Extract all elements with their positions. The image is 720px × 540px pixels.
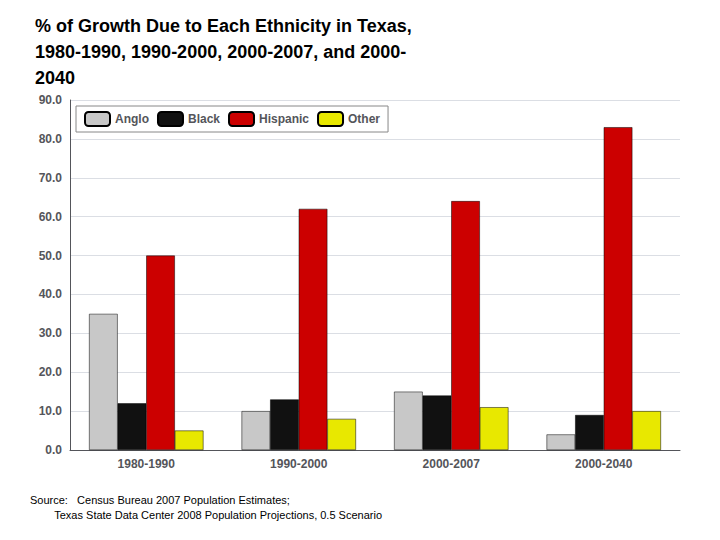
svg-text:30.0: 30.0 <box>39 326 63 340</box>
svg-text:50.0: 50.0 <box>39 249 63 263</box>
svg-text:70.0: 70.0 <box>39 171 63 185</box>
svg-text:Hispanic: Hispanic <box>259 112 309 126</box>
svg-text:Other: Other <box>348 112 380 126</box>
svg-text:Texas State Data Center 2008 P: Texas State Data Center 2008 Population … <box>30 509 382 521</box>
svg-text:1980-1990, 1990-2000, 2000-200: 1980-1990, 1990-2000, 2000-2007, and 200… <box>35 42 406 62</box>
svg-text:40.0: 40.0 <box>39 287 63 301</box>
svg-text:90.0: 90.0 <box>39 93 63 107</box>
svg-text:Anglo: Anglo <box>115 112 149 126</box>
svg-text:20.0: 20.0 <box>39 365 63 379</box>
svg-text:60.0: 60.0 <box>39 210 63 224</box>
svg-text:2000-2040: 2000-2040 <box>575 457 633 471</box>
svg-text:80.0: 80.0 <box>39 132 63 146</box>
svg-text:2040: 2040 <box>35 68 75 88</box>
svg-text:10.0: 10.0 <box>39 404 63 418</box>
svg-text:Black: Black <box>188 112 220 126</box>
svg-text:Source: Census Bureau 2007 P: Source: Census Bureau 2007 Population Es… <box>30 494 290 506</box>
svg-text:% of Growth Due to Each Ethnic: % of Growth Due to Each Ethnicity in Tex… <box>35 16 412 36</box>
svg-text:1990-2000: 1990-2000 <box>270 457 328 471</box>
svg-text:0.0: 0.0 <box>45 443 62 457</box>
svg-text:1980-1990: 1980-1990 <box>118 457 176 471</box>
svg-text:2000-2007: 2000-2007 <box>423 457 481 471</box>
